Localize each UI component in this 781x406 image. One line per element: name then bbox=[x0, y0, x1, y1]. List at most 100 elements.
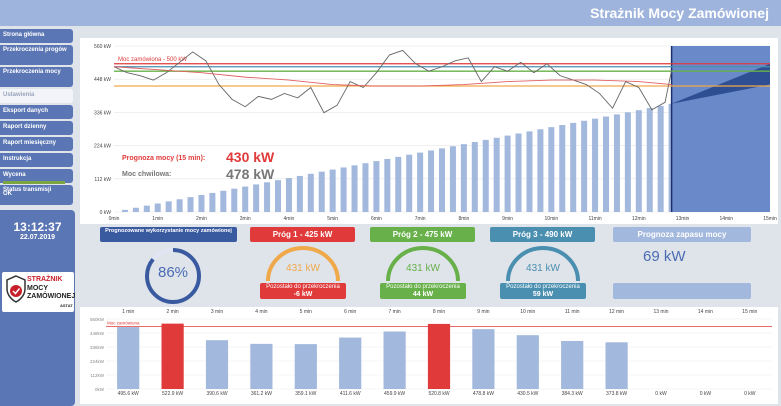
energy-bar bbox=[438, 148, 446, 212]
energy-bar bbox=[548, 127, 555, 212]
energy-bar bbox=[198, 195, 205, 212]
reference-line-label: Moc zamówiona bbox=[107, 321, 140, 326]
threshold2-remaining-label: Pozostało do przekroczenia bbox=[386, 284, 460, 290]
x-tick-label: 3min bbox=[240, 216, 251, 222]
reserve-footer bbox=[613, 283, 751, 299]
bar-value-label: 522.9 kW bbox=[162, 391, 183, 397]
energy-bar bbox=[395, 156, 402, 212]
energy-bar bbox=[428, 150, 435, 212]
x-tick-label: 2min bbox=[196, 216, 207, 222]
clock-panel: 13:12:37 22.07.2019 STRAŻNIK MOCY ZAMÓWI… bbox=[0, 210, 75, 406]
category-label: 10 min bbox=[520, 309, 535, 315]
x-tick-label: 13min bbox=[676, 216, 690, 222]
threshold1-value: 431 kW bbox=[286, 263, 320, 274]
energy-bar bbox=[264, 182, 271, 212]
minute-bar bbox=[339, 337, 362, 389]
energy-bar bbox=[209, 192, 216, 212]
energy-bar bbox=[165, 201, 172, 212]
bar-value-label: 459.9 kW bbox=[384, 391, 405, 397]
energy-bar bbox=[657, 105, 664, 212]
bar-value-label: 495.6 kW bbox=[118, 391, 139, 397]
instant-value: 478 kW bbox=[226, 166, 275, 182]
usage-ring bbox=[145, 248, 201, 304]
energy-bar bbox=[592, 118, 599, 212]
energy-bar bbox=[482, 139, 489, 212]
energy-bar bbox=[340, 167, 347, 212]
category-label: 11 min bbox=[565, 309, 580, 315]
bar-value-label: 0 kW bbox=[744, 391, 756, 397]
threshold3-remaining: Pozostało do przekroczenia 59 kW bbox=[500, 283, 586, 299]
threshold1-header: Próg 1 - 425 kW bbox=[250, 227, 355, 242]
threshold2-remaining-value: 44 kW bbox=[412, 291, 434, 298]
app-title: Strażnik Mocy Zamówionej bbox=[590, 5, 769, 21]
nav-power-exceedances[interactable]: Przekroczenia mocy bbox=[0, 67, 73, 87]
energy-bar bbox=[493, 137, 500, 212]
y-tick-label: 112 kW bbox=[94, 177, 111, 183]
energy-bar bbox=[515, 133, 522, 212]
category-label: 13 min bbox=[653, 309, 668, 315]
minute-bar bbox=[605, 342, 628, 389]
energy-bar bbox=[373, 161, 380, 212]
power-chart-svg: 0 kW 112 kW 224 kW 336 kW 448 kW 560 kW 0min 1m… bbox=[94, 44, 777, 222]
category-label: 3 min bbox=[211, 309, 223, 315]
minute-bar bbox=[427, 323, 451, 389]
category-label: 6 min bbox=[344, 309, 356, 315]
sidebar: Strona główna Przekroczenia progów Przek… bbox=[0, 26, 75, 406]
bar-value-label: 390.6 kW bbox=[206, 391, 227, 397]
nav-pricing[interactable]: Wycena bbox=[0, 169, 73, 183]
energy-bar bbox=[121, 209, 128, 212]
series-line-forecast bbox=[113, 66, 672, 87]
nav-monthly-report[interactable]: Raport miesięczny bbox=[0, 137, 73, 151]
transmission-status: Status transmisji bbox=[0, 185, 73, 205]
shield-icon bbox=[6, 275, 26, 303]
usage-value: 86% bbox=[157, 264, 189, 281]
usage-arc bbox=[145, 248, 201, 304]
energy-bar bbox=[537, 129, 544, 212]
nav-daily-report[interactable]: Raport dzienny bbox=[0, 121, 73, 135]
y-tick-label: 0kW bbox=[95, 387, 105, 392]
minute-bar bbox=[561, 340, 584, 389]
nav-home[interactable]: Strona główna bbox=[0, 29, 73, 43]
threshold2-header: Próg 2 - 475 kW bbox=[370, 227, 475, 242]
logo: STRAŻNIK MOCY ZAMÓWIONEJ ASTAT bbox=[2, 272, 76, 312]
threshold2-remaining: Pozostało do przekroczenia 44 kW bbox=[380, 283, 466, 299]
energy-bar bbox=[449, 146, 456, 212]
y-tick-label: 224 kW bbox=[94, 144, 111, 150]
x-tick-label: 1min bbox=[152, 216, 163, 222]
bar-value-label: 0 kW bbox=[655, 391, 667, 397]
logo-line-3: ZAMÓWIONEJ bbox=[27, 293, 76, 300]
energy-bar bbox=[176, 199, 183, 212]
minute-bar-chart: 0kW 112kW 224kW 336kW 448kW 560kW Moc zamówion… bbox=[80, 307, 778, 404]
energy-bar bbox=[274, 180, 282, 212]
energy-bar bbox=[253, 184, 260, 212]
bar-value-label: 0 kW bbox=[700, 391, 712, 397]
threshold1-remaining: Pozostało do przekroczenia -6 kW bbox=[260, 283, 346, 299]
nav-instructions[interactable]: Instrukcja bbox=[0, 153, 73, 167]
threshold1-remaining-value: -6 kW bbox=[293, 291, 313, 298]
forecast-label: Prognoza mocy (15 min): bbox=[122, 155, 205, 162]
nav-settings[interactable]: Ustawienia bbox=[0, 89, 73, 103]
energy-bar bbox=[471, 141, 478, 212]
clock-date: 22.07.2019 bbox=[19, 234, 56, 241]
energy-bar bbox=[132, 207, 139, 212]
energy-bar bbox=[460, 144, 467, 212]
energy-bar bbox=[154, 203, 161, 212]
threshold3-remaining-label: Pozostało do przekroczenia bbox=[506, 284, 580, 290]
x-tick-label: 5min bbox=[327, 216, 338, 222]
clock-time: 13:12:37 bbox=[13, 220, 62, 234]
y-tick-label: 0 kW bbox=[100, 210, 112, 216]
category-label: 7 min bbox=[388, 309, 400, 315]
y-tick-label: 112kW bbox=[90, 373, 104, 378]
bar-value-label: 478.8 kW bbox=[473, 391, 494, 397]
category-label: 14 min bbox=[698, 309, 713, 315]
threshold3-gauge: 431 kW bbox=[506, 246, 580, 282]
energy-bar bbox=[231, 188, 238, 212]
x-tick-label: 10min bbox=[545, 216, 559, 222]
x-tick-label: 6min bbox=[371, 216, 382, 222]
reserve-header: Prognoza zapasu mocy bbox=[613, 227, 751, 242]
nav-data-export[interactable]: Eksport danych bbox=[0, 105, 73, 119]
energy-bar bbox=[624, 112, 631, 212]
y-tick-label: 336kW bbox=[90, 345, 105, 350]
nav-threshold-exceedances[interactable]: Przekroczenia progów bbox=[0, 45, 73, 65]
